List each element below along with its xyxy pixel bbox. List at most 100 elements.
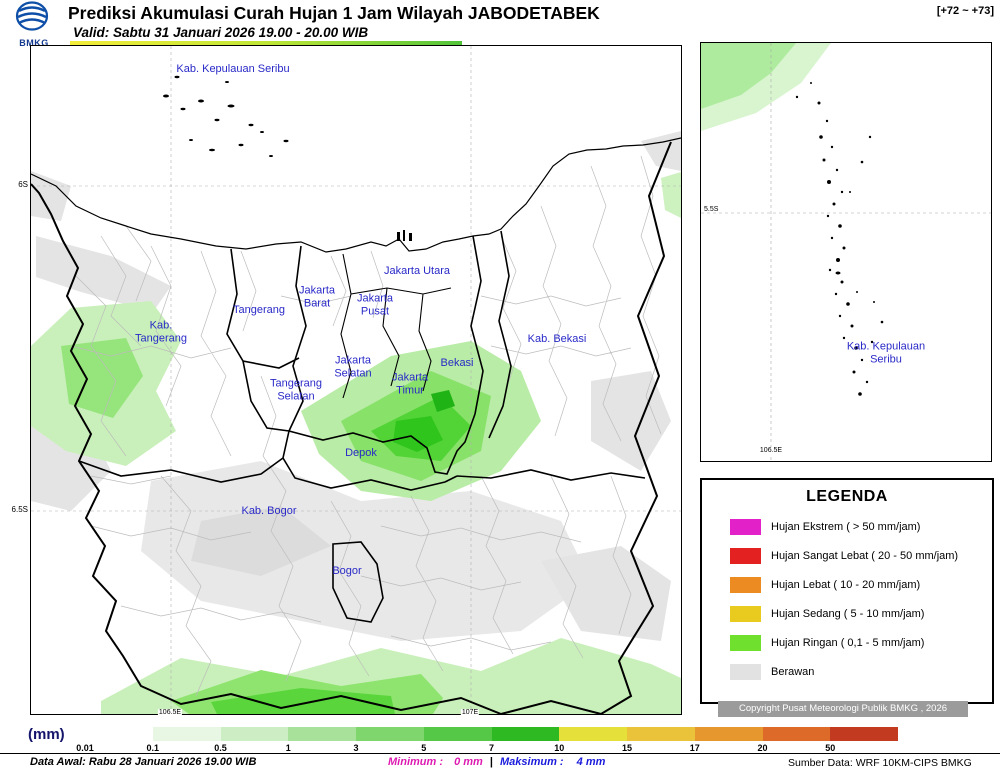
map-label-jakarta-barat: Jakarta Barat — [298, 284, 336, 310]
inset-islands — [795, 82, 884, 396]
legend: LEGENDA Hujan Ekstrem ( > 50 mm/jam) Huj… — [700, 478, 994, 704]
inset-lon-label-106-5e: 106.5E — [758, 447, 784, 454]
valid-time-label: Valid: Sabtu 31 Januari 2026 19.00 - 20.… — [73, 25, 369, 40]
lon-label-106-5e: 106.5E — [157, 709, 183, 716]
map-label-tangerang-selatan: Tangerang Selatan — [270, 377, 322, 403]
colorbar-segment — [423, 727, 492, 741]
cloud-areas — [31, 131, 681, 641]
map-label-kab-kepulauan-seribu: Kab. Kepulauan Seribu — [176, 62, 290, 75]
min-max-summary: Minimum : 0 mm | Maksimum : 4 mm — [388, 756, 605, 768]
colorbar-segment — [220, 727, 289, 741]
map-label-jakarta-utara: Jakarta Utara — [383, 264, 451, 277]
lon-label-107e: 107E — [460, 709, 480, 716]
legend-title: LEGENDA — [806, 488, 888, 505]
colorbar-tick: 50 — [825, 743, 836, 753]
legend-item-ringan: Hujan Ringan ( 0,1 - 5 mm/jam) — [702, 628, 992, 657]
inset-label-kab-kepulauan-seribu: Kab. Kepulauan Seribu — [846, 340, 926, 366]
maksimum-label: Maksimum : — [500, 756, 564, 768]
colorbar-segment — [559, 727, 627, 741]
colorbar-segment — [762, 727, 831, 741]
district-boundaries — [70, 155, 662, 697]
legend-item-ekstrem: Hujan Ekstrem ( > 50 mm/jam) — [702, 512, 992, 541]
legend-item-label: Hujan Lebat ( 10 - 20 mm/jam) — [771, 578, 921, 591]
colorbar-segment — [152, 727, 221, 741]
legend-item-label: Berawan — [771, 665, 815, 678]
regency-boundaries — [78, 230, 646, 623]
data-awal-label: Data Awal: Rabu 28 Januari 2026 19.00 WI… — [30, 756, 257, 768]
colorbar-tick: 0.1 — [146, 743, 159, 753]
legend-color-swatch — [730, 634, 761, 651]
legend-color-swatch — [730, 605, 761, 622]
map-label-kab-bekasi: Kab. Bekasi — [527, 332, 587, 345]
colorbar-tick: 17 — [689, 743, 700, 753]
map-label-jakarta-timur: Jakarta Timur — [391, 371, 429, 397]
legend-item-lebat: Hujan Lebat ( 10 - 20 mm/jam) — [702, 570, 992, 599]
inset-lat-label-5-5s: 5.5S — [704, 206, 719, 213]
colorbar-segment — [627, 727, 695, 741]
bmkg-logo: BMKG — [10, 1, 58, 48]
colorbar-unit-label: (mm) — [28, 726, 65, 743]
colorbar-ticks: 0.01 0.1 0.5 1 3 5 7 10 15 17 20 50 — [76, 743, 898, 754]
city-sub-boundaries — [340, 253, 452, 399]
colorbar-tick: 3 — [353, 743, 359, 753]
coastline — [30, 137, 682, 253]
main-map: Kab. Kepulauan Seribu Tangerang Jakarta … — [30, 45, 682, 716]
colorbar-segment — [356, 727, 424, 741]
legend-item-sedang: Hujan Sedang ( 5 - 10 mm/jam) — [702, 599, 992, 628]
bmkg-logo-icon — [15, 1, 49, 31]
colorbar-segment — [85, 727, 153, 741]
valid-underline — [70, 41, 462, 45]
colorbar-tick: 5 — [421, 743, 427, 753]
islands — [163, 75, 289, 157]
main-map-canvas — [30, 46, 682, 716]
colorbar-segment — [694, 727, 763, 741]
footer-divider — [0, 753, 1000, 754]
page-title: Prediksi Akumulasi Curah Hujan 1 Jam Wil… — [68, 3, 600, 23]
map-label-bogor: Bogor — [332, 564, 362, 577]
map-label-kab-tangerang: Kab. Tangerang — [135, 319, 187, 345]
lat-label-6s: 6S — [18, 180, 28, 189]
legend-item-berawan: Berawan — [702, 657, 992, 686]
legend-color-swatch — [730, 576, 761, 593]
colorbar-tick: 20 — [757, 743, 768, 753]
lat-label-6-5s: 6.5S — [11, 505, 28, 514]
legend-item-label: Hujan Sangat Lebat ( 20 - 50 mm/jam) — [771, 549, 959, 562]
bmkg-logo-label: BMKG — [19, 38, 49, 48]
colorbar-segment — [830, 727, 898, 741]
minimum-label: Minimum : — [388, 756, 443, 768]
min-max-separator: | — [489, 756, 493, 768]
harbor-marks — [397, 230, 412, 241]
legend-item-sangat-lebat: Hujan Sangat Lebat ( 20 - 50 mm/jam) — [702, 541, 992, 570]
inset-rain-areas — [701, 43, 831, 131]
map-label-bekasi: Bekasi — [440, 356, 474, 369]
colorbar-tick: 0.01 — [76, 743, 94, 753]
colorbar-segment — [491, 727, 560, 741]
colorbar-tick: 7 — [488, 743, 495, 753]
legend-color-swatch — [730, 663, 761, 680]
colorbar-segment — [288, 727, 356, 741]
copyright-bar: Copyright Pusat Meteorologi Publik BMKG … — [718, 701, 968, 717]
map-label-jakarta-pusat: Jakarta Pusat — [356, 292, 394, 318]
inset-graticule — [701, 43, 991, 461]
map-label-jakarta-selatan: Jakarta Selatan — [334, 354, 372, 380]
colorbar-tick: 10 — [554, 743, 565, 753]
forecast-window-label: [+72 ~ +73] — [936, 5, 994, 17]
map-label-depok: Depok — [345, 446, 377, 459]
maksimum-value: 4 mm — [576, 756, 606, 768]
minimum-value: 0 mm — [454, 756, 483, 768]
inset-map: Kab. Kepulauan Seribu 5.5S 106.5E — [700, 42, 992, 462]
data-source-label: Sumber Data: WRF 10KM-CIPS BMKG — [788, 757, 972, 769]
region-outer-boundary — [30, 141, 672, 716]
legend-item-label: Hujan Sedang ( 5 - 10 mm/jam) — [771, 607, 925, 620]
legend-color-swatch — [730, 518, 761, 535]
legend-color-swatch — [730, 547, 761, 564]
map-label-kab-bogor: Kab. Bogor — [241, 504, 297, 517]
map-label-tangerang: Tangerang — [233, 303, 285, 316]
legend-item-label: Hujan Ekstrem ( > 50 mm/jam) — [771, 520, 921, 533]
inset-map-canvas — [701, 43, 991, 461]
colorbar — [85, 727, 898, 741]
colorbar-tick: 15 — [621, 743, 633, 753]
legend-item-label: Hujan Ringan ( 0,1 - 5 mm/jam) — [771, 636, 925, 649]
colorbar-tick: 0.5 — [214, 743, 227, 753]
